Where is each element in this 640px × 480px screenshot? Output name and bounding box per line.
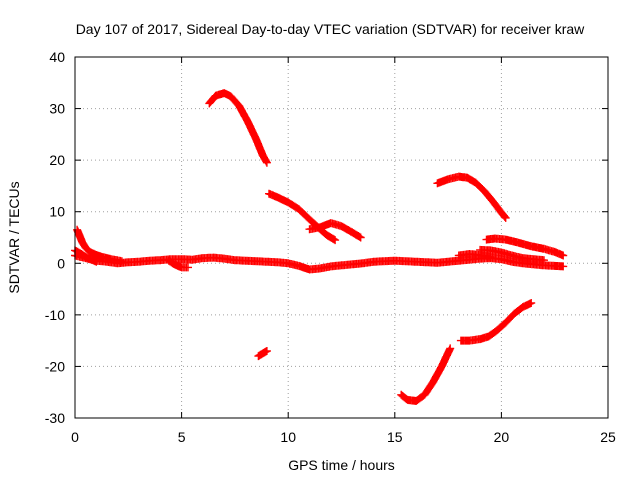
y-tick-label: 20 bbox=[49, 152, 65, 168]
plus-markers bbox=[205, 89, 271, 167]
plus-markers bbox=[265, 189, 340, 245]
series-mid-19-22 bbox=[476, 245, 548, 265]
plot-frame bbox=[74, 56, 609, 419]
x-tick-label: 0 bbox=[71, 429, 79, 445]
plus-markers bbox=[254, 347, 271, 361]
x-tick-label: 15 bbox=[387, 429, 403, 445]
y-axis-label: SDTVAR / TECUs bbox=[6, 181, 22, 293]
x-tick-label: 10 bbox=[280, 429, 296, 445]
series-initial-spike bbox=[73, 225, 126, 266]
y-tick-label: -10 bbox=[45, 307, 65, 323]
x-tick-label: 5 bbox=[178, 429, 186, 445]
plus-markers bbox=[433, 172, 510, 222]
plus-markers bbox=[476, 245, 548, 265]
series-rise-18-21 bbox=[456, 299, 536, 345]
series-arc-17-20 bbox=[433, 172, 510, 222]
gridlines bbox=[75, 57, 608, 418]
y-tick-label: -20 bbox=[45, 358, 65, 374]
plus-markers bbox=[73, 225, 126, 266]
y-tick-label: 10 bbox=[49, 204, 65, 220]
series-decline-9-12 bbox=[265, 189, 340, 245]
series-valley-15-17 bbox=[397, 344, 455, 405]
y-tick-label: 40 bbox=[49, 49, 65, 65]
data-points bbox=[71, 89, 568, 405]
plus-markers bbox=[397, 344, 455, 405]
series-dip-near-5 bbox=[164, 256, 192, 272]
series-baseline bbox=[71, 251, 568, 274]
y-tick-label: -30 bbox=[45, 410, 65, 426]
plus-markers bbox=[71, 251, 568, 274]
series-arc-6-9 bbox=[205, 89, 271, 167]
tick-labels: 0 5 10 15 20 25 -30 -20 -10 0 10 20 30 40 bbox=[45, 49, 616, 445]
series-bump-18-20 bbox=[454, 250, 495, 262]
plus-markers bbox=[456, 299, 536, 345]
x-tick-label: 20 bbox=[494, 429, 510, 445]
plus-markers bbox=[454, 250, 495, 262]
plus-markers bbox=[164, 256, 192, 272]
series-decline-19-23 bbox=[482, 234, 568, 260]
plus-markers bbox=[482, 234, 568, 260]
series-neg-9 bbox=[254, 347, 271, 361]
chart-title: Day 107 of 2017, Sidereal Day-to-day VTE… bbox=[76, 21, 585, 37]
plus-markers bbox=[305, 219, 365, 242]
y-tick-label: 30 bbox=[49, 101, 65, 117]
y-tick-label: 0 bbox=[57, 255, 65, 271]
axis-ticks bbox=[74, 56, 609, 419]
series-hump-11-13 bbox=[305, 219, 365, 242]
x-tick-label: 25 bbox=[600, 429, 616, 445]
x-axis-label: GPS time / hours bbox=[288, 457, 395, 473]
